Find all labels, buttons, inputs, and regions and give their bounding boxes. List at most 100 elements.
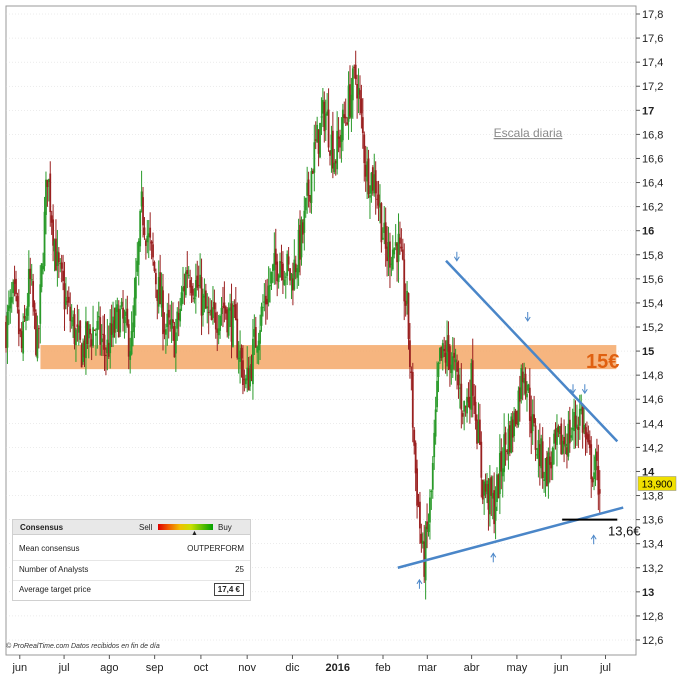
candle-body	[427, 524, 430, 533]
candle-body	[150, 241, 153, 244]
candle-body	[212, 307, 214, 319]
resistance-label: 15€	[586, 351, 619, 373]
candle-body	[447, 335, 450, 352]
candle-body	[97, 316, 100, 318]
candle-body	[370, 172, 373, 194]
candle-body	[381, 237, 384, 240]
candle-body	[213, 301, 216, 310]
candle-body	[306, 182, 309, 196]
candle-body	[57, 252, 60, 263]
candle-body	[390, 263, 393, 265]
candle-body	[583, 424, 585, 430]
last-price-tag	[637, 476, 677, 491]
candle-body	[591, 478, 594, 483]
candle-body	[226, 309, 229, 333]
candle-body	[149, 227, 152, 238]
candle-body	[317, 129, 320, 154]
candle-body	[250, 363, 253, 379]
candle-body	[296, 268, 299, 278]
down-arrow-head-icon	[570, 388, 576, 395]
candle-body	[164, 329, 167, 335]
candle-body	[471, 360, 474, 396]
candle-body	[5, 321, 7, 349]
candle-body	[33, 302, 36, 312]
candle-body	[49, 173, 52, 213]
candle-body	[252, 338, 254, 385]
candle-body	[154, 272, 157, 285]
candle-body	[450, 364, 453, 374]
candle-body	[204, 290, 207, 309]
candle-body	[566, 447, 568, 455]
candle-body	[404, 300, 407, 306]
y-tick-label: 16,8	[642, 129, 663, 141]
candle-body	[386, 246, 389, 262]
candle-body	[373, 174, 376, 194]
candle-body	[277, 275, 280, 283]
candle-body	[9, 297, 12, 309]
candle-body	[286, 253, 289, 276]
candle-body	[411, 371, 414, 428]
candle-body	[77, 325, 80, 333]
candle-body	[110, 323, 113, 335]
candle-body	[481, 479, 484, 500]
candle-body	[257, 340, 260, 351]
candle-body	[409, 340, 411, 368]
candle-body	[534, 425, 537, 450]
candle-body	[269, 284, 271, 287]
candle-body	[451, 356, 454, 370]
candle-body	[55, 238, 57, 271]
candle-body	[574, 415, 577, 428]
candle-body	[170, 319, 173, 329]
candle-body	[294, 263, 297, 273]
candle-body	[367, 158, 370, 195]
candle-body	[470, 363, 473, 410]
candle-body	[461, 413, 464, 417]
candle-body	[236, 318, 239, 358]
candle-body	[466, 396, 468, 414]
candle-body	[391, 249, 394, 270]
candle-body	[133, 297, 136, 328]
candle-body	[311, 170, 314, 174]
x-tick-label: oct	[194, 662, 209, 674]
candle-body	[478, 419, 481, 445]
candle-body	[267, 285, 270, 303]
candle-body	[167, 309, 170, 318]
candle-body	[109, 322, 112, 354]
candle-body	[19, 329, 22, 332]
y-tick-label: 13,8	[642, 491, 663, 503]
candle-body	[182, 287, 184, 292]
candle-body	[321, 99, 324, 114]
candle-body	[526, 393, 528, 398]
y-tick-label: 15,4	[642, 298, 663, 310]
candle-body	[433, 432, 436, 458]
candle-body	[567, 423, 570, 457]
candle-body	[320, 116, 323, 118]
candle-body	[179, 308, 182, 322]
candle-body	[573, 412, 575, 432]
candle-body	[137, 240, 140, 265]
candle-body	[187, 274, 190, 276]
candle-body	[513, 412, 516, 437]
candle-body	[230, 303, 233, 342]
x-tick-label: may	[507, 662, 528, 674]
candle-body	[65, 296, 67, 305]
candle-body	[47, 179, 50, 182]
candle-body	[527, 384, 530, 391]
candle-body	[263, 301, 266, 303]
candle-body	[511, 419, 514, 438]
candle-body	[103, 334, 106, 350]
candle-body	[550, 462, 553, 469]
candle-body	[377, 194, 380, 206]
candle-body	[260, 306, 263, 326]
candle-body	[283, 279, 286, 285]
consensus-row-mean: Mean consensus OUTPERFORM	[19, 542, 244, 556]
candle-body	[423, 541, 426, 577]
candle-body	[514, 410, 517, 425]
candle-body	[7, 305, 10, 312]
candle-body	[498, 453, 501, 495]
candle-body	[112, 316, 114, 338]
candle-body	[232, 304, 234, 347]
candle-body	[580, 408, 583, 411]
candle-body	[596, 451, 598, 461]
down-trendline	[445, 259, 619, 443]
